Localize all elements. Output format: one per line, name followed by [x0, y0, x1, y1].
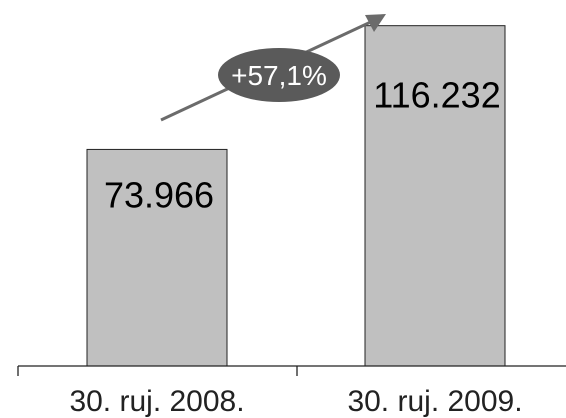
value-labels-layer: 73.966 116.232 — [104, 75, 501, 216]
bar-2 — [364, 25, 506, 367]
bar-1 — [86, 148, 228, 367]
x-tick-labels-layer: 30. ruj. 2008. 30. ruj. 2009. — [69, 385, 522, 418]
growth-badge-text: +57,1% — [231, 60, 327, 91]
growth-annotation: +57,1% — [160, 14, 386, 122]
bar-2-value-label: 116.232 — [373, 75, 500, 116]
x-tick-label-1: 30. ruj. 2008. — [69, 385, 244, 418]
growth-badge — [218, 48, 340, 102]
bar-1-value-label: 73.966 — [104, 174, 214, 215]
x-tick-label-2: 30. ruj. 2009. — [347, 385, 522, 418]
growth-arrow-head — [365, 14, 386, 32]
bars-layer — [86, 25, 506, 367]
